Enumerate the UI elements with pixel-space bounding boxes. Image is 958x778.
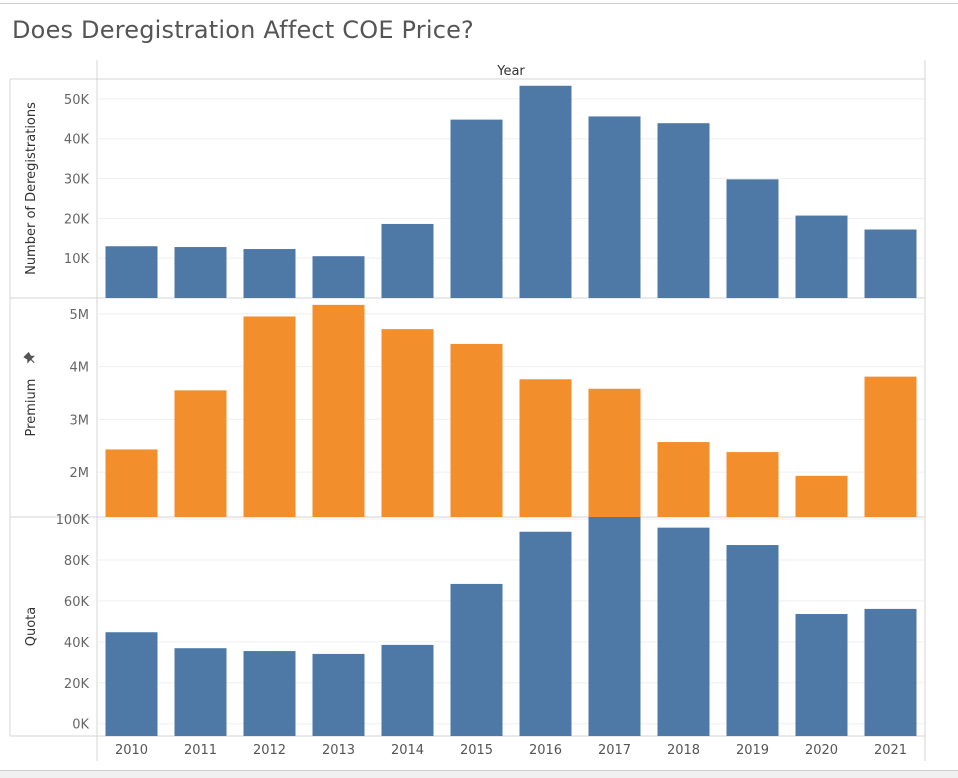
page-title: Does Deregistration Affect COE Price? xyxy=(12,16,474,44)
y-tick-label: 30K xyxy=(64,173,90,188)
bar-2020 xyxy=(795,475,848,517)
y-tick-label: 3M xyxy=(70,413,90,428)
y-axis-title: Quota xyxy=(24,607,39,647)
x-tick-label: 2013 xyxy=(322,743,355,758)
bar-2020 xyxy=(795,215,848,298)
bar-2015 xyxy=(450,119,503,298)
bar-2014 xyxy=(381,223,434,298)
bar-2011 xyxy=(174,648,227,736)
bar-2021 xyxy=(864,229,917,298)
x-tick-label: 2019 xyxy=(736,743,769,758)
bar-2019 xyxy=(726,545,779,736)
bar-2014 xyxy=(381,644,434,736)
bar-2015 xyxy=(450,343,503,517)
bar-2021 xyxy=(864,376,917,517)
bar-2017 xyxy=(588,388,641,517)
y-tick-label: 0K xyxy=(72,718,89,733)
bar-2014 xyxy=(381,329,434,517)
bar-2017 xyxy=(588,517,641,736)
y-tick-label: 20K xyxy=(64,677,90,692)
column-header: Year xyxy=(496,64,525,79)
bar-2019 xyxy=(726,179,779,298)
x-tick-label: 2018 xyxy=(667,743,700,758)
bar-2012 xyxy=(243,249,296,298)
x-tick-label: 2015 xyxy=(460,743,493,758)
y-tick-label: 100K xyxy=(56,513,90,528)
y-tick-label: 2M xyxy=(70,466,90,481)
pin-icon xyxy=(23,351,35,364)
bar-2013 xyxy=(312,304,365,517)
bottom-bar xyxy=(0,770,958,778)
x-tick-label: 2020 xyxy=(805,743,838,758)
bar-2019 xyxy=(726,452,779,517)
x-tick-label: 2010 xyxy=(115,743,148,758)
bar-2017 xyxy=(588,116,641,298)
bar-2013 xyxy=(312,256,365,298)
y-tick-label: 50K xyxy=(64,93,90,108)
bar-2012 xyxy=(243,651,296,736)
bar-2018 xyxy=(657,442,710,517)
y-tick-label: 40K xyxy=(64,636,90,651)
bar-2018 xyxy=(657,527,710,736)
y-tick-label: 60K xyxy=(64,595,90,610)
bar-2020 xyxy=(795,614,848,736)
bar-2018 xyxy=(657,123,710,298)
top-border xyxy=(0,3,958,4)
y-tick-label: 5M xyxy=(70,308,90,323)
bar-2010 xyxy=(105,632,158,736)
x-tick-label: 2011 xyxy=(184,743,217,758)
y-tick-label: 10K xyxy=(64,252,90,267)
x-tick-label: 2017 xyxy=(598,743,631,758)
bar-2010 xyxy=(105,246,158,298)
bar-2011 xyxy=(174,390,227,517)
x-tick-label: 2014 xyxy=(391,743,424,758)
y-tick-label: 80K xyxy=(64,554,90,569)
y-axis-title: Number of Deregistrations xyxy=(24,102,39,275)
x-tick-label: 2012 xyxy=(253,743,286,758)
bar-2011 xyxy=(174,247,227,298)
bar-2015 xyxy=(450,583,503,736)
bar-2012 xyxy=(243,316,296,517)
bar-2021 xyxy=(864,608,917,736)
x-tick-label: 2016 xyxy=(529,743,562,758)
x-tick-label: 2021 xyxy=(874,743,907,758)
bar-2016 xyxy=(519,379,572,517)
bar-2013 xyxy=(312,653,365,736)
y-tick-label: 20K xyxy=(64,212,90,227)
bar-2016 xyxy=(519,531,572,736)
y-tick-label: 4M xyxy=(70,361,90,376)
y-tick-label: 40K xyxy=(64,133,90,148)
bar-2010 xyxy=(105,449,158,517)
y-axis-title: Premium xyxy=(24,379,39,437)
bar-2016 xyxy=(519,85,572,298)
